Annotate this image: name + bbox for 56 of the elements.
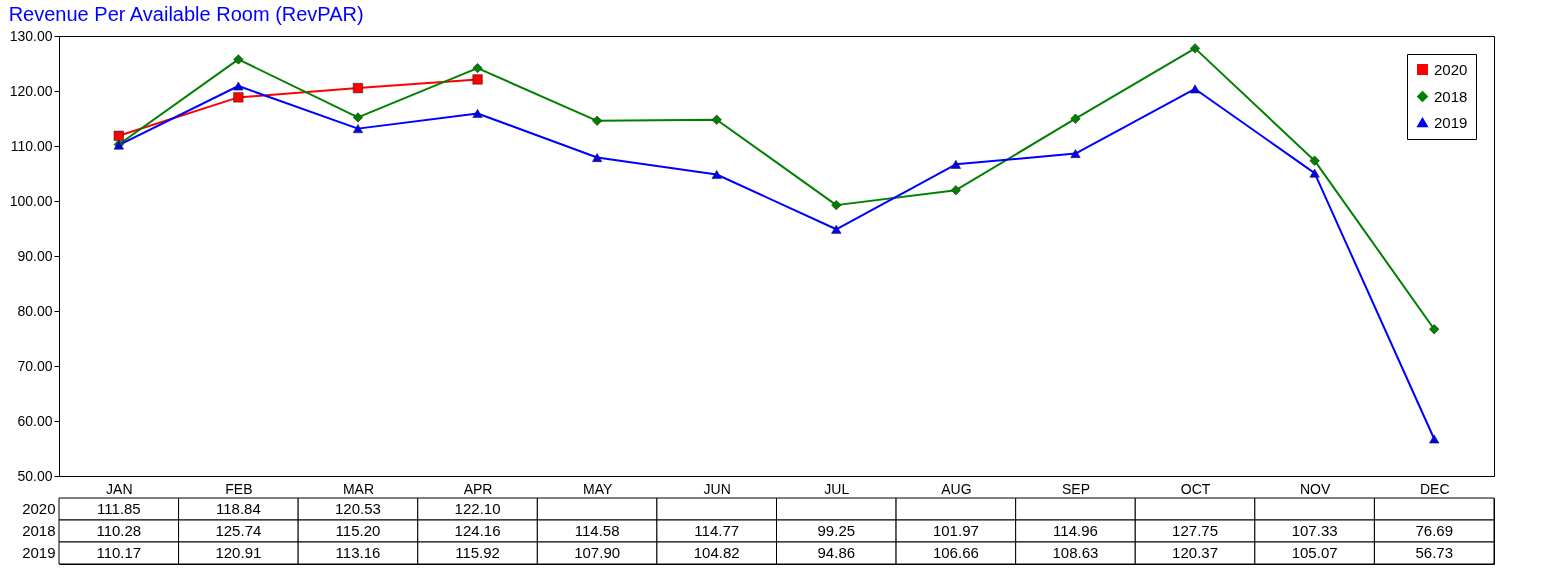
x-tick-label: AUG <box>941 480 972 497</box>
data-label: 125.74 <box>215 522 262 539</box>
y-tick-label: 120.00 <box>9 82 53 99</box>
x-tick-label: APR <box>463 480 493 497</box>
data-label: 120.91 <box>215 544 262 561</box>
x-tick-label: JUL <box>824 480 850 497</box>
y-tick-label: 110.00 <box>10 137 53 154</box>
data-label: 118.84 <box>215 500 261 517</box>
y-tick-label: 60.00 <box>17 412 53 429</box>
data-label: 111.85 <box>96 500 141 517</box>
data-label: 120.37 <box>1172 544 1218 561</box>
x-tick-label: DEC <box>1419 480 1450 497</box>
data-label: 76.69 <box>1415 522 1453 539</box>
x-tick-label: JAN <box>106 480 133 497</box>
data-label: 107.90 <box>574 544 621 561</box>
data-label: 105.07 <box>1291 544 1338 561</box>
data-label: 124.16 <box>454 522 501 539</box>
y-tick-label: 130.00 <box>9 27 53 44</box>
data-label: 114.58 <box>574 522 620 539</box>
data-label: 56.73 <box>1415 544 1453 561</box>
y-tick-label: 70.00 <box>17 357 53 374</box>
data-label: 114.96 <box>1053 522 1098 539</box>
legend-label: 2020 <box>1434 60 1468 78</box>
x-tick-label: MAR <box>342 480 375 497</box>
data-label: 110.28 <box>96 522 142 539</box>
x-tick-label: MAY <box>582 480 613 497</box>
data-label: 110.17 <box>96 544 142 561</box>
data-label: 120.53 <box>335 500 381 517</box>
data-label: 115.20 <box>335 522 381 539</box>
data-label: 99.25 <box>817 522 856 539</box>
data-label: 122.10 <box>454 500 501 517</box>
x-tick-label: OCT <box>1180 480 1211 497</box>
data-label: 115.92 <box>455 544 500 561</box>
x-tick-label: FEB <box>225 480 253 497</box>
x-tick-label: NOV <box>1299 480 1331 497</box>
y-tick-label: 80.00 <box>17 302 53 319</box>
data-label: 107.33 <box>1291 522 1338 539</box>
data-label: 108.63 <box>1052 544 1099 561</box>
y-tick-label: 50.00 <box>17 467 53 484</box>
y-tick-label: 90.00 <box>17 247 53 264</box>
legend-label: 2019 <box>1434 113 1468 131</box>
data-label: 106.66 <box>932 544 979 561</box>
x-tick-label: SEP <box>1061 480 1090 497</box>
legend-label: 2018 <box>1434 87 1468 105</box>
text: 2018 <box>22 522 56 539</box>
x-tick-label: JUN <box>703 480 731 497</box>
text: 2019 <box>22 544 56 561</box>
data-label: 101.97 <box>932 522 979 539</box>
text: 2020 <box>22 500 56 517</box>
y-tick-label: 100.00 <box>9 192 53 209</box>
data-label: 94.86 <box>817 544 856 561</box>
chart-title: Revenue Per Available Room (RevPAR) <box>8 2 364 25</box>
data-label: 104.82 <box>693 544 740 561</box>
data-label: 127.75 <box>1172 522 1218 539</box>
data-label: 113.16 <box>335 544 381 561</box>
data-label: 114.77 <box>694 522 740 539</box>
